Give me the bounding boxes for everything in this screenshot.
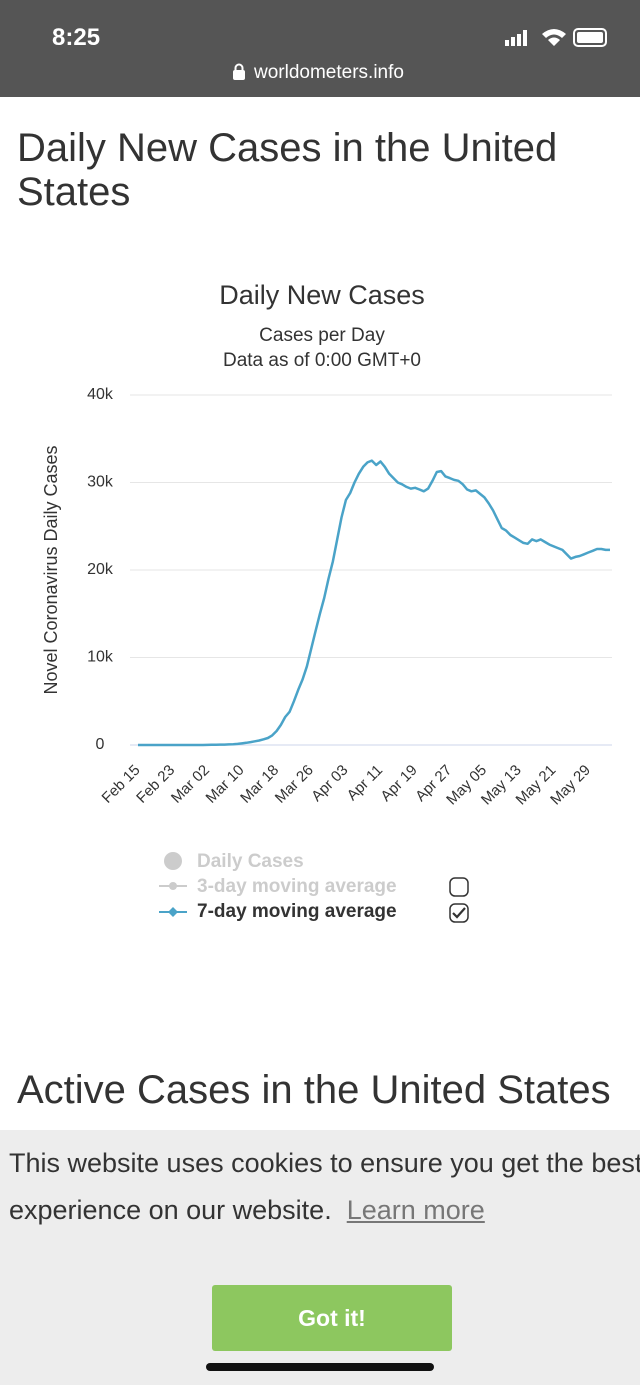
chart: Daily New Cases Cases per Day Data as of…	[41, 280, 612, 923]
legend-symbol	[168, 907, 178, 917]
checkbox[interactable]	[449, 903, 469, 923]
legend-label: 7-day moving average	[197, 901, 397, 922]
chart-title: Daily New Cases	[219, 280, 425, 310]
y-axis-label: Novel Coronavirus Daily Cases	[41, 445, 61, 694]
chart-subtitle: Data as of 0:00 GMT+0	[223, 350, 421, 371]
line-series	[138, 459, 610, 747]
url[interactable]: worldometers.info	[254, 62, 404, 83]
learn-more-link[interactable]: Learn more	[346, 1195, 485, 1225]
y-tick-label: 10k	[87, 649, 114, 666]
status-icons	[505, 28, 607, 47]
cookie-message: This website uses cookies to ensure you …	[9, 1148, 640, 1225]
x-tick-label: Feb 15	[99, 762, 144, 807]
checkbox[interactable]	[449, 877, 469, 897]
lock-icon	[233, 63, 245, 80]
y-tick-label: 0	[96, 736, 105, 753]
x-tick-label: Apr 19	[377, 762, 420, 805]
accept-button[interactable]: Got it!	[212, 1285, 452, 1351]
x-tick-label: Apr 03	[308, 762, 351, 805]
x-tick-label: Apr 11	[344, 762, 386, 804]
chart-subtitle: Cases per Day	[259, 325, 385, 346]
y-tick-label: 20k	[87, 561, 114, 578]
x-tick-label: Mar 10	[203, 762, 248, 807]
x-tick-label: Mar 02	[168, 762, 213, 807]
home-indicator	[206, 1363, 434, 1371]
legend-symbol[interactable]	[164, 852, 182, 870]
clock: 8:25	[52, 24, 101, 51]
legend-label: Daily Cases	[197, 851, 304, 872]
x-tick-label: Feb 23	[133, 762, 178, 807]
section-heading: Active Cases in the United States	[17, 1068, 611, 1112]
legend-symbol[interactable]	[169, 882, 177, 890]
y-tick-label: 30k	[87, 474, 114, 491]
y-tick-label: 40k	[87, 386, 114, 403]
x-tick-label: Mar 18	[237, 762, 282, 807]
checkmark	[452, 907, 466, 919]
page-heading: Daily New Cases in the United States	[17, 126, 558, 214]
cookie-banner: This website uses cookies to ensure you …	[0, 1130, 640, 1385]
legend-label: 3-day moving average	[197, 876, 397, 897]
x-tick-label: Mar 26	[272, 762, 317, 807]
cookie-text: This website uses cookies to ensure you …	[9, 1140, 640, 1234]
status-bar: 8:25 worldometers.info	[0, 0, 640, 97]
